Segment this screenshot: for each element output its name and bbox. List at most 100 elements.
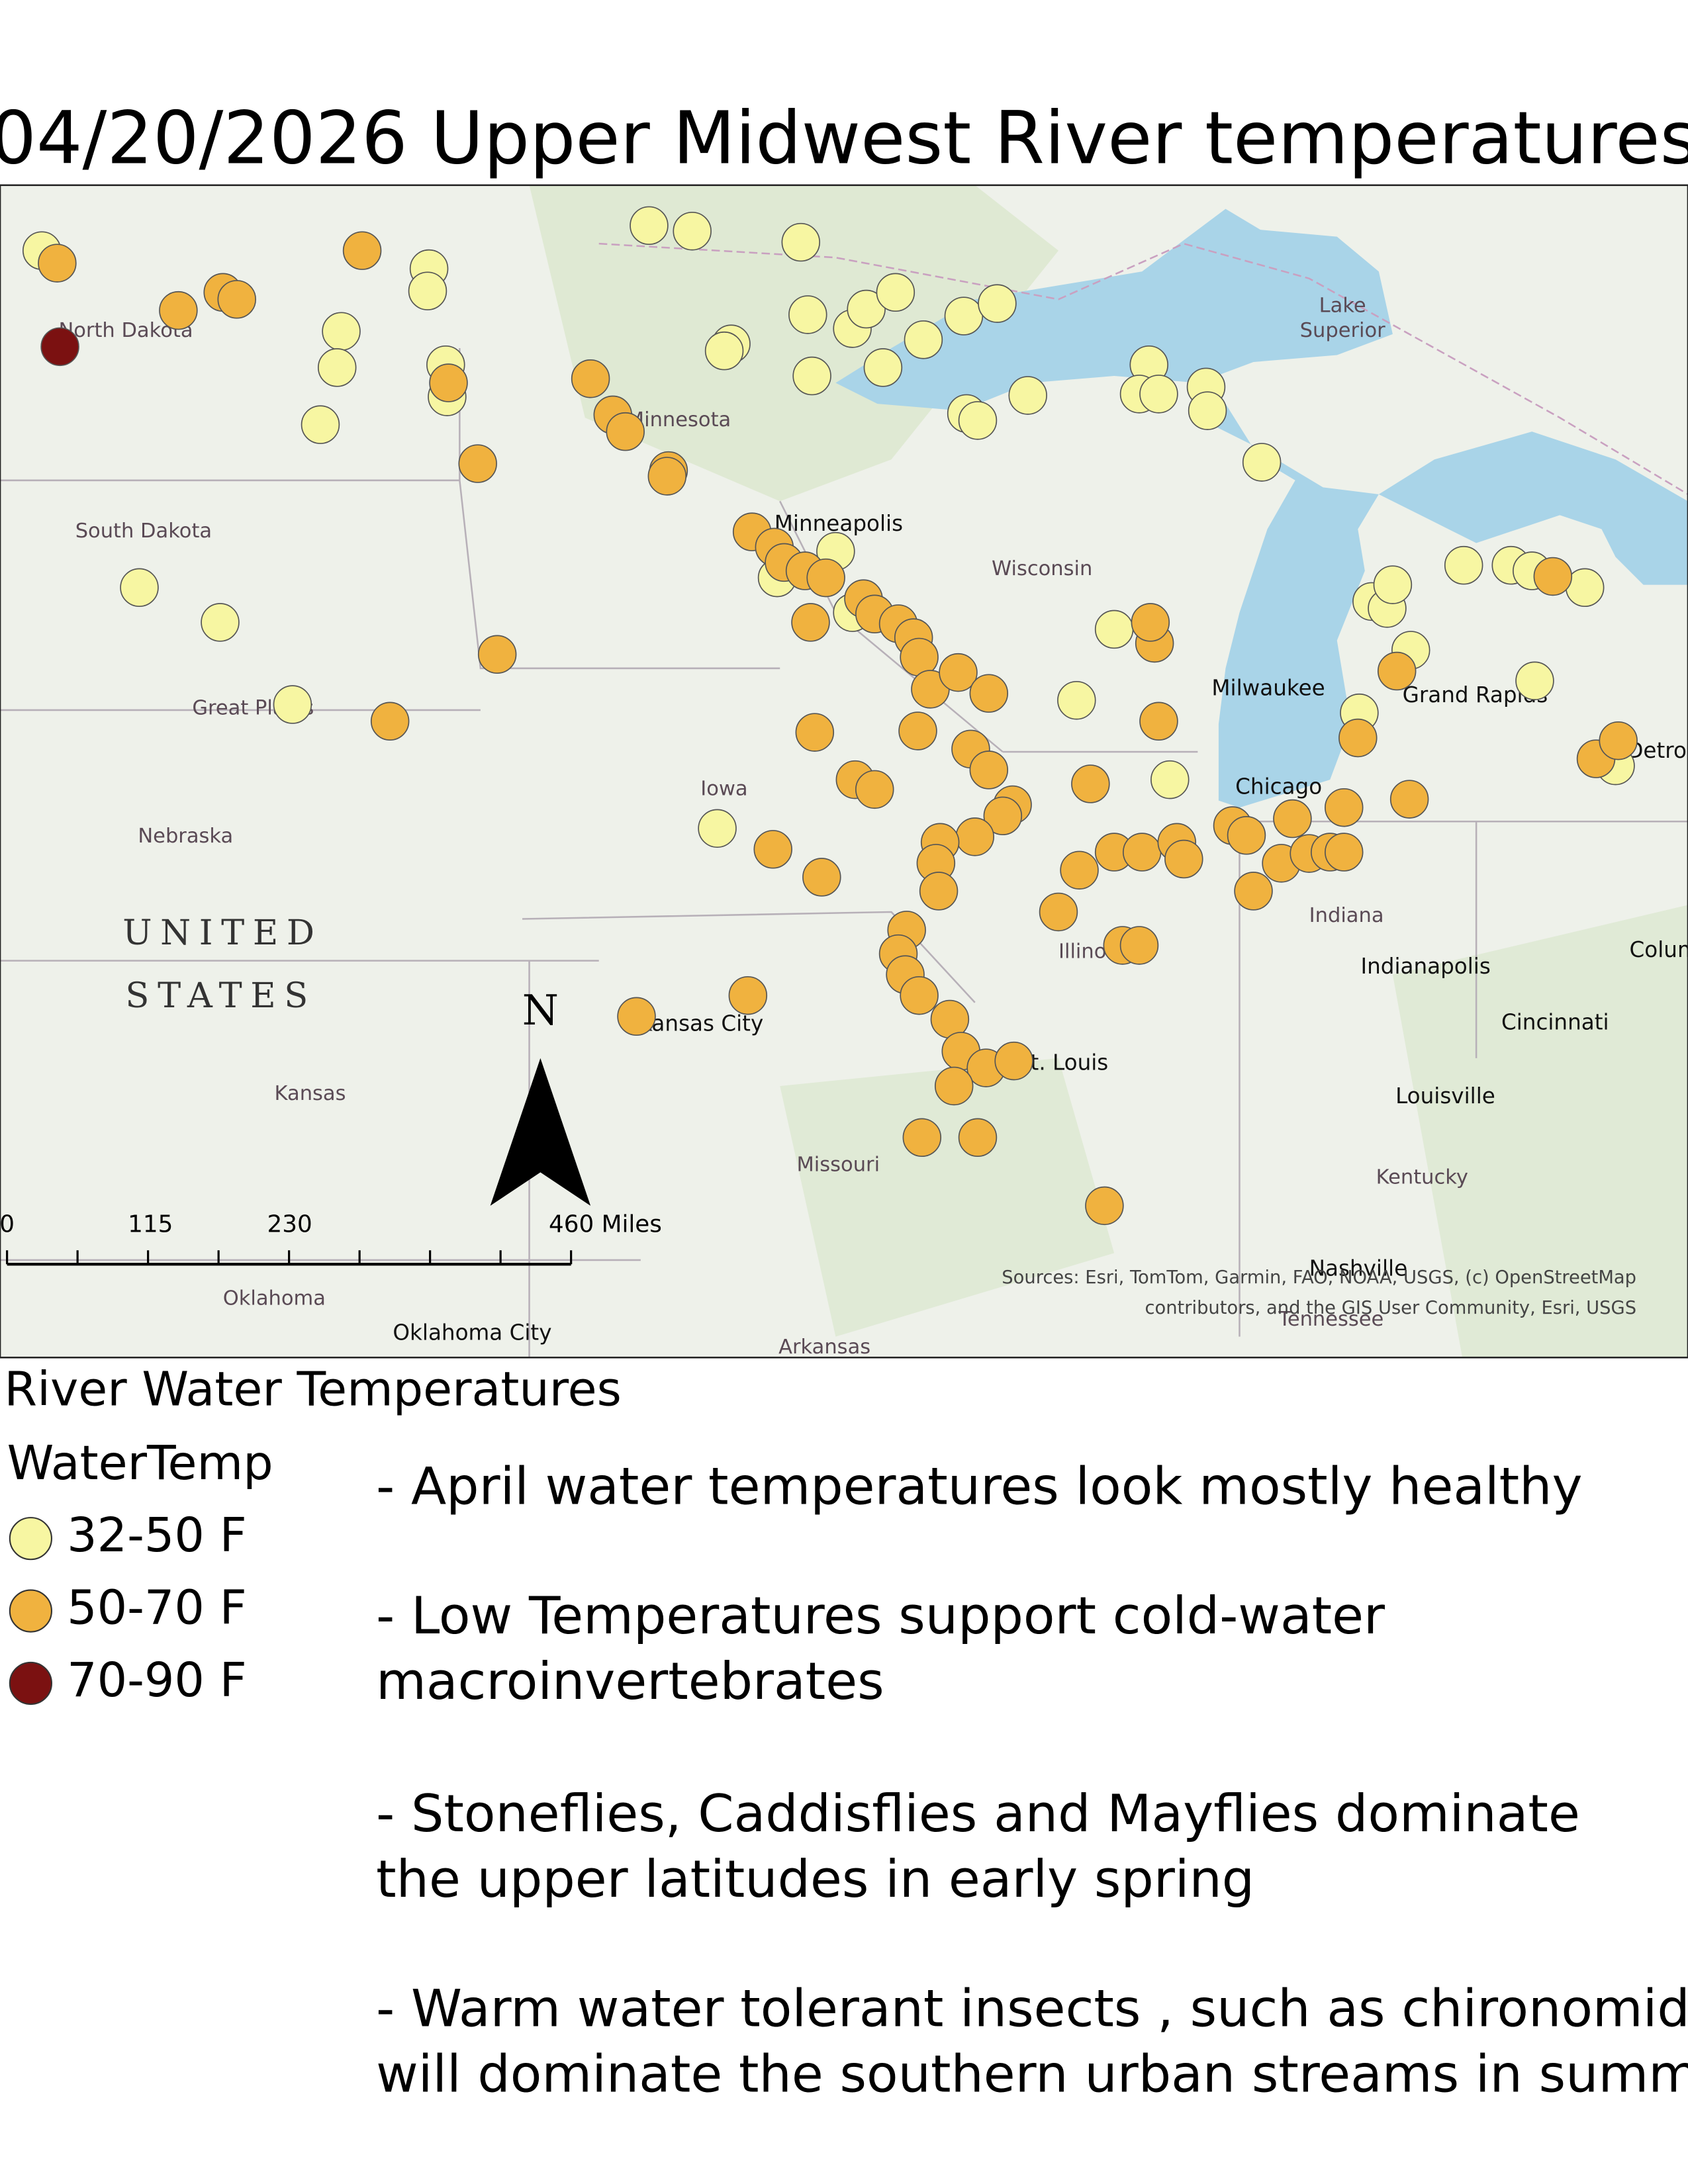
river-site	[1227, 816, 1266, 855]
sources: contributors, and the GIS User Community…	[1145, 1298, 1636, 1318]
river-site	[1094, 610, 1134, 649]
river-site	[370, 702, 410, 741]
place-label: Louisville	[1395, 1083, 1495, 1109]
river-site	[792, 356, 831, 396]
legend-label: 50-70 F	[67, 1580, 247, 1635]
river-site	[1373, 565, 1413, 604]
note-line: - Low Temperatures support cold-water	[376, 1586, 1385, 1646]
river-site	[855, 770, 894, 809]
forest	[529, 185, 1058, 502]
river-site	[1060, 850, 1099, 890]
river-site	[38, 244, 77, 283]
river-site	[876, 273, 915, 312]
place-label: Kentucky	[1376, 1165, 1468, 1189]
river-site	[606, 412, 645, 451]
river-site	[1234, 872, 1273, 911]
river-site	[322, 312, 361, 351]
river-site	[1273, 799, 1312, 839]
river-site	[994, 1041, 1033, 1081]
river-site	[647, 457, 687, 496]
place-label: Kansas City	[638, 1011, 764, 1036]
place-label: Indianapolis	[1361, 954, 1491, 979]
scale-label: 0	[0, 1210, 15, 1238]
place-label: Wisconsin	[992, 557, 1092, 580]
river-site	[317, 348, 357, 387]
legend-swatch	[9, 1517, 52, 1561]
river-site	[1139, 702, 1178, 741]
river-site	[1122, 833, 1162, 872]
river-site	[728, 976, 768, 1015]
river-site	[40, 327, 79, 367]
river-site	[955, 817, 994, 856]
river-site	[753, 830, 792, 869]
river-site	[939, 653, 978, 692]
river-site	[788, 295, 827, 334]
scale-bar: 0 115 230 460 Miles	[0, 1210, 662, 1266]
place-label: Kansas	[275, 1082, 346, 1105]
river-site	[698, 809, 737, 848]
place-label: Chicago	[1235, 774, 1322, 799]
river-site	[201, 603, 240, 642]
river-site	[983, 796, 1023, 836]
place-label: Minneapolis	[774, 511, 903, 536]
scale-label: 460 Miles	[549, 1210, 662, 1238]
river-site	[1242, 443, 1282, 482]
place-label: Nashville	[1309, 1256, 1408, 1281]
river-site	[1150, 760, 1190, 799]
sources: Sources: Esri, TomTom, Garmin, FAO, NOAA…	[1002, 1267, 1636, 1288]
note-line: - Warm water tolerant insects , such as …	[376, 1979, 1688, 2038]
river-site	[1131, 603, 1170, 642]
river-site	[902, 1118, 942, 1158]
north-arrow	[490, 1058, 591, 1206]
river-site	[791, 603, 830, 642]
river-site	[847, 289, 886, 329]
legend-label: 70-90 F	[67, 1653, 247, 1707]
note-line: the upper latitudes in early spring	[376, 1850, 1254, 1909]
river-site	[1008, 376, 1047, 415]
river-site	[1444, 545, 1483, 585]
river-site	[1071, 764, 1110, 803]
place-label: Superior	[1300, 319, 1385, 342]
place-label: Columbus	[1630, 937, 1688, 962]
river-site	[301, 405, 340, 444]
north-label: N	[522, 985, 559, 1034]
river-site	[958, 401, 998, 440]
river-site	[477, 635, 517, 674]
river-site	[429, 363, 468, 402]
river-site	[1389, 780, 1429, 819]
river-site	[978, 284, 1017, 323]
river-site	[630, 206, 669, 246]
legend-swatch	[9, 1589, 52, 1633]
place-label: Indiana	[1309, 904, 1384, 927]
river-site	[806, 558, 845, 598]
place-label: Iowa	[700, 777, 747, 800]
river-site	[1325, 833, 1364, 872]
river-site	[863, 348, 903, 387]
place-label: Oklahoma City	[393, 1320, 551, 1345]
river-site	[1039, 892, 1078, 932]
place-label: Missouri	[796, 1153, 880, 1176]
river-site	[1377, 651, 1417, 691]
river-site	[342, 231, 382, 270]
river-site	[904, 320, 943, 359]
river-site	[408, 271, 447, 310]
place-label: Cincinnati	[1501, 1009, 1609, 1034]
river-site	[571, 359, 610, 398]
river-site	[1599, 721, 1638, 760]
river-site	[1085, 1186, 1124, 1226]
legend-label: 32-50 F	[67, 1508, 247, 1563]
scale-label: 115	[128, 1210, 173, 1238]
place-label: Arkansas	[778, 1336, 870, 1359]
lake	[1378, 432, 1688, 585]
river-site	[919, 872, 959, 911]
river-site	[958, 1118, 998, 1158]
river-site	[120, 568, 159, 608]
river-site	[1338, 718, 1378, 758]
legend: 32-50 F 50-70 F 70-90 F	[9, 1508, 247, 1707]
legend-title: River Water Temperatures	[4, 1361, 621, 1416]
forest	[1392, 905, 1688, 1358]
river-site	[795, 713, 835, 752]
